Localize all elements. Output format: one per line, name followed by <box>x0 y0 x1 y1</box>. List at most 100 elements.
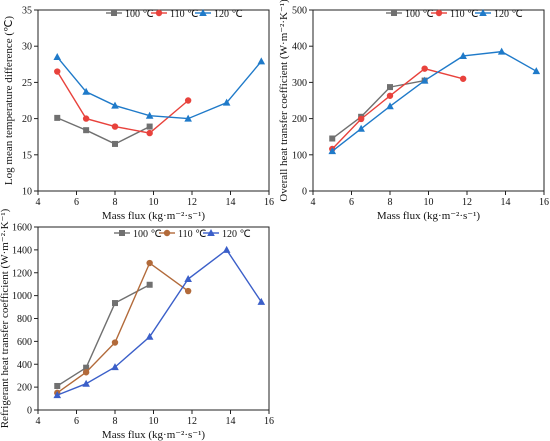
data-point <box>111 123 119 130</box>
y-tick-label: 300 <box>292 78 307 89</box>
data-point <box>145 332 154 340</box>
data-point <box>112 140 118 147</box>
legend-marker <box>111 10 117 16</box>
y-tick-label: 35 <box>22 6 32 17</box>
legend-marker <box>479 9 487 16</box>
data-point <box>222 98 231 106</box>
series-line <box>56 117 150 145</box>
data-point <box>421 65 428 72</box>
y-tick-label: 0 <box>27 406 32 417</box>
x-tick-label: 8 <box>113 416 118 427</box>
data-point <box>532 67 541 75</box>
data-point <box>329 135 336 142</box>
legend-marker <box>119 230 125 236</box>
y-axis-title: Refrigerant heat transfer coefficient (W… <box>0 208 11 428</box>
data-point <box>146 259 153 267</box>
data-point <box>184 97 192 104</box>
x-axis-title: Mass flux (kg·m⁻²·s⁻¹) <box>102 210 205 222</box>
legend-label: 110 ℃ <box>170 9 198 20</box>
y-tick-label: 100 <box>292 150 307 161</box>
series-100c <box>329 77 428 142</box>
chart-overall-htc: 4 6 8 10 12 14 16 0 100 200 300 400 500 Mass flux (kg… <box>278 0 549 222</box>
data-point <box>112 300 118 307</box>
y-tick-label: 1400 <box>12 245 32 256</box>
chart-lmtd: 4 6 8 10 12 14 16 10 15 20 25 30 35 Mass flux (kg·m⁻²… <box>3 6 274 223</box>
data-point <box>53 391 62 399</box>
data-point <box>146 281 153 288</box>
y-tick-label: 30 <box>22 42 32 53</box>
plot-frame <box>37 9 270 192</box>
x-tick-label: 6 <box>349 197 354 208</box>
x-tick-label: 14 <box>226 416 236 427</box>
data-point <box>83 127 90 134</box>
y-axis-title: Log mean temperature difference (℃) <box>3 16 15 185</box>
data-point <box>82 379 90 387</box>
series-line <box>56 284 150 387</box>
data-point <box>54 68 61 75</box>
legend-label: 100 ℃ <box>125 9 154 20</box>
y-tick-label: 1600 <box>12 223 32 234</box>
y-tick-label: 15 <box>22 150 32 161</box>
data-point <box>111 363 119 371</box>
x-tick-label: 12 <box>462 197 472 208</box>
series-line <box>331 79 425 140</box>
series-100c <box>54 114 153 147</box>
y-tick-label: 500 <box>292 6 307 17</box>
x-tick-label: 14 <box>501 197 511 208</box>
data-point <box>328 147 337 155</box>
series-120c <box>53 53 266 122</box>
x-tick-label: 6 <box>74 197 79 208</box>
x-tick-label: 10 <box>149 197 159 208</box>
data-point <box>146 123 153 130</box>
y-tick-label: 200 <box>17 383 32 394</box>
legend-label: 120 ℃ <box>222 229 251 240</box>
data-point <box>54 114 61 121</box>
x-tick-label: 4 <box>36 416 41 427</box>
data-point <box>459 51 467 59</box>
legend-marker <box>163 229 171 237</box>
y-axis-title: Overall heat transfer coefficient (W·m⁻²… <box>278 0 290 202</box>
data-point <box>53 53 62 61</box>
legend-label: 110 ℃ <box>178 229 206 240</box>
y-tick-label: 400 <box>17 360 32 371</box>
x-tick-label: 16 <box>264 416 274 427</box>
y-tick-label: 1000 <box>12 291 32 302</box>
data-point <box>184 275 192 283</box>
y-tick-label: 200 <box>292 114 307 125</box>
data-point <box>222 245 231 253</box>
legend-label: 110 ℃ <box>450 9 478 20</box>
x-tick-label: 8 <box>113 197 118 208</box>
series-120c <box>53 245 266 399</box>
y-tick-label: 0 <box>302 187 307 198</box>
data-point <box>82 369 90 376</box>
data-point <box>111 101 119 109</box>
data-point <box>54 382 61 389</box>
legend-marker <box>435 9 443 17</box>
data-point <box>146 129 153 137</box>
data-point <box>257 297 266 305</box>
y-tick-label: 600 <box>17 337 32 348</box>
series-line <box>331 50 537 152</box>
data-point <box>257 57 266 65</box>
data-point <box>111 339 119 346</box>
y-tick-label: 25 <box>22 78 32 89</box>
legend-marker <box>155 9 163 17</box>
chart-refrigerant-htc: 4 6 8 10 12 14 16 0 200 400 600 800 1000 1200 1400 1600… <box>0 208 274 441</box>
x-tick-label: 4 <box>36 197 41 208</box>
data-point <box>420 76 429 84</box>
series-line <box>331 67 464 150</box>
series-110c <box>54 68 192 137</box>
y-tick-label: 400 <box>292 42 307 53</box>
x-tick-label: 6 <box>74 416 79 427</box>
x-axis-title: Mass flux (kg·m⁻²·s⁻¹) <box>102 429 205 441</box>
x-tick-label: 8 <box>388 197 393 208</box>
series-line <box>56 56 262 120</box>
legend-label: 120 ℃ <box>494 9 523 20</box>
data-point <box>357 115 365 123</box>
y-tick-label: 10 <box>22 187 32 198</box>
legend-label: 100 ℃ <box>405 9 434 20</box>
legend: 100 ℃ 110 ℃ 120 ℃ <box>114 229 251 240</box>
y-tick-label: 800 <box>17 314 32 325</box>
legend: 100 ℃ 110 ℃ 120 ℃ <box>106 9 243 20</box>
